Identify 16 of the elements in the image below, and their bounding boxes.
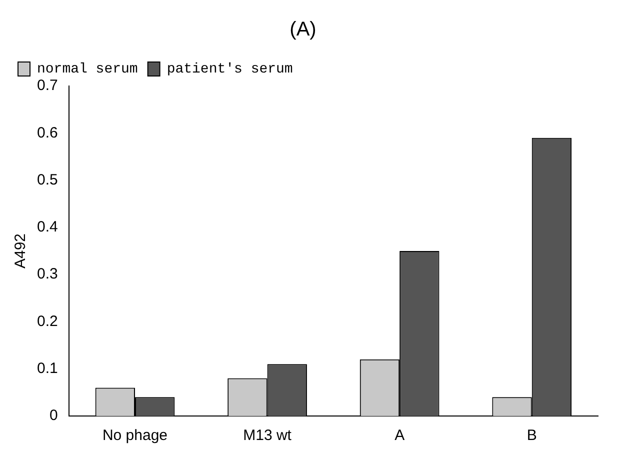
y-tick-label: 0.4 bbox=[36, 218, 58, 236]
y-tick-label: 0 bbox=[50, 407, 58, 424]
y-tick-label: 0.7 bbox=[36, 77, 58, 94]
y-tick-label: 0.2 bbox=[36, 312, 58, 330]
chart-title: (A) bbox=[290, 18, 316, 41]
x-tick-label: M13 wt bbox=[243, 427, 292, 444]
legend-label: patient's serum bbox=[166, 62, 293, 78]
y-tick-label: 0.5 bbox=[36, 171, 58, 188]
x-tick-label: A bbox=[394, 427, 405, 444]
legend-label: normal serum bbox=[37, 62, 138, 78]
y-tick-label: 0.1 bbox=[36, 360, 58, 377]
x-tick-label: B bbox=[526, 427, 537, 444]
x-tick-label: No phage bbox=[102, 427, 168, 444]
y-tick-label: 0.6 bbox=[36, 124, 58, 142]
y-axis-title: A492 bbox=[12, 233, 30, 269]
y-tick-label: 0.3 bbox=[36, 266, 58, 283]
